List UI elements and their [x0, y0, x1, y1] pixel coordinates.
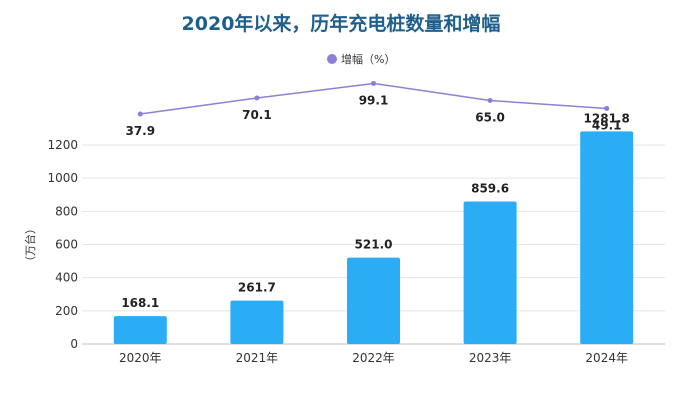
bar-value-label: 1281.8: [584, 111, 630, 125]
bar: [580, 131, 634, 344]
growth-line-layer: 37.9 70.1 99.1 65.0 49.1: [125, 80, 622, 138]
x-tick-label: 2023年: [469, 351, 512, 365]
bar: [347, 257, 400, 344]
growth-point: [254, 95, 260, 101]
y-tick-label: 800: [55, 204, 78, 218]
growth-value-label: 99.1: [359, 93, 389, 107]
growth-value-label: 37.9: [125, 124, 155, 138]
y-tick-label: 1000: [47, 171, 78, 185]
growth-point: [487, 98, 493, 103]
bar-value-label: 261.7: [238, 281, 276, 295]
growth-point: [371, 80, 376, 86]
legend-label: 增幅（%）: [341, 52, 395, 66]
x-tick-label: 2020年: [119, 351, 162, 365]
growth-point: [137, 111, 143, 117]
growth-value-label: 49.1: [592, 118, 622, 132]
y-tick-label: 600: [55, 238, 78, 252]
bar-value-label: 168.1: [121, 296, 159, 310]
x-tick-label: 2024年: [585, 351, 628, 365]
y-tick-label: 400: [55, 271, 78, 285]
y-axis: 0 200 400 600 800 1000 1200: [47, 138, 78, 351]
bar: [113, 316, 167, 344]
y-tick-label: 1200: [47, 138, 78, 152]
bar-value-label: 521.0: [355, 238, 393, 252]
y-tick-label: 200: [55, 304, 78, 318]
bar-value-label: 859.6: [471, 181, 509, 195]
y-tick-label: 0: [70, 337, 78, 351]
legend-marker: [327, 54, 337, 64]
x-tick-label: 2021年: [236, 351, 279, 365]
growth-point: [604, 105, 610, 111]
growth-value-label: 70.1: [242, 108, 272, 122]
x-axis: 2020年 2021年 2022年 2023年 2024年: [119, 351, 628, 365]
legend: 增幅（%）: [327, 52, 395, 66]
chart-title: 2020年以来，历年充电桩数量和增幅: [182, 12, 501, 35]
bar: [463, 201, 517, 344]
bar: [230, 300, 284, 344]
growth-value-label: 65.0: [475, 111, 505, 125]
x-tick-label: 2022年: [352, 351, 395, 365]
bar-layer: 168.1 261.7 521.0 859.6 1281.8: [113, 111, 634, 344]
y-axis-label: （万台）: [23, 223, 37, 267]
